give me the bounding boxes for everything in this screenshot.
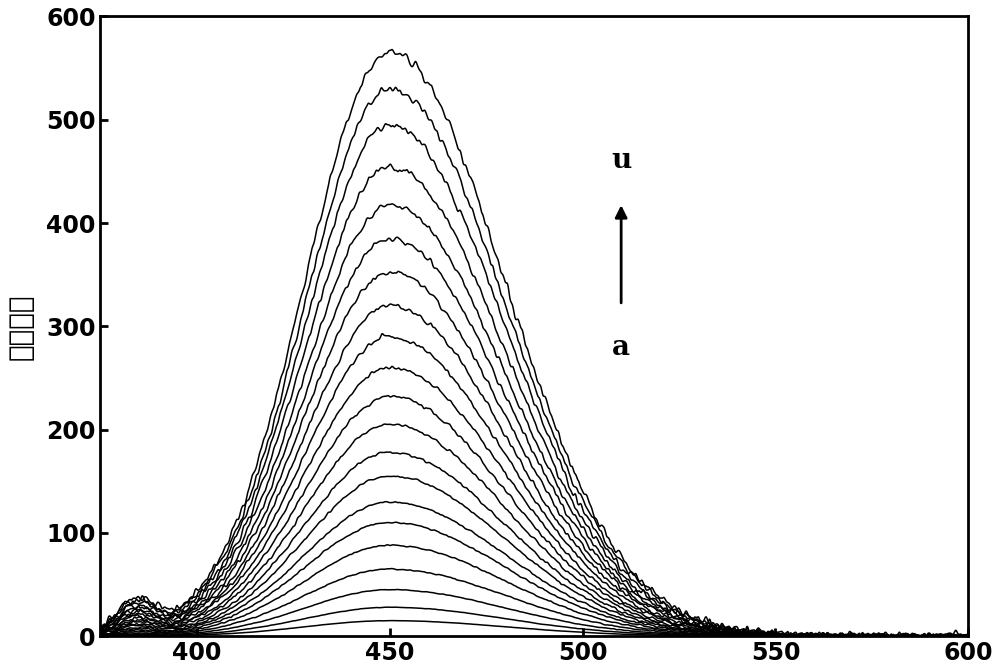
Y-axis label: 荧光强度: 荧光强度 bbox=[7, 293, 35, 360]
Text: a: a bbox=[612, 333, 630, 361]
Text: u: u bbox=[611, 147, 631, 175]
